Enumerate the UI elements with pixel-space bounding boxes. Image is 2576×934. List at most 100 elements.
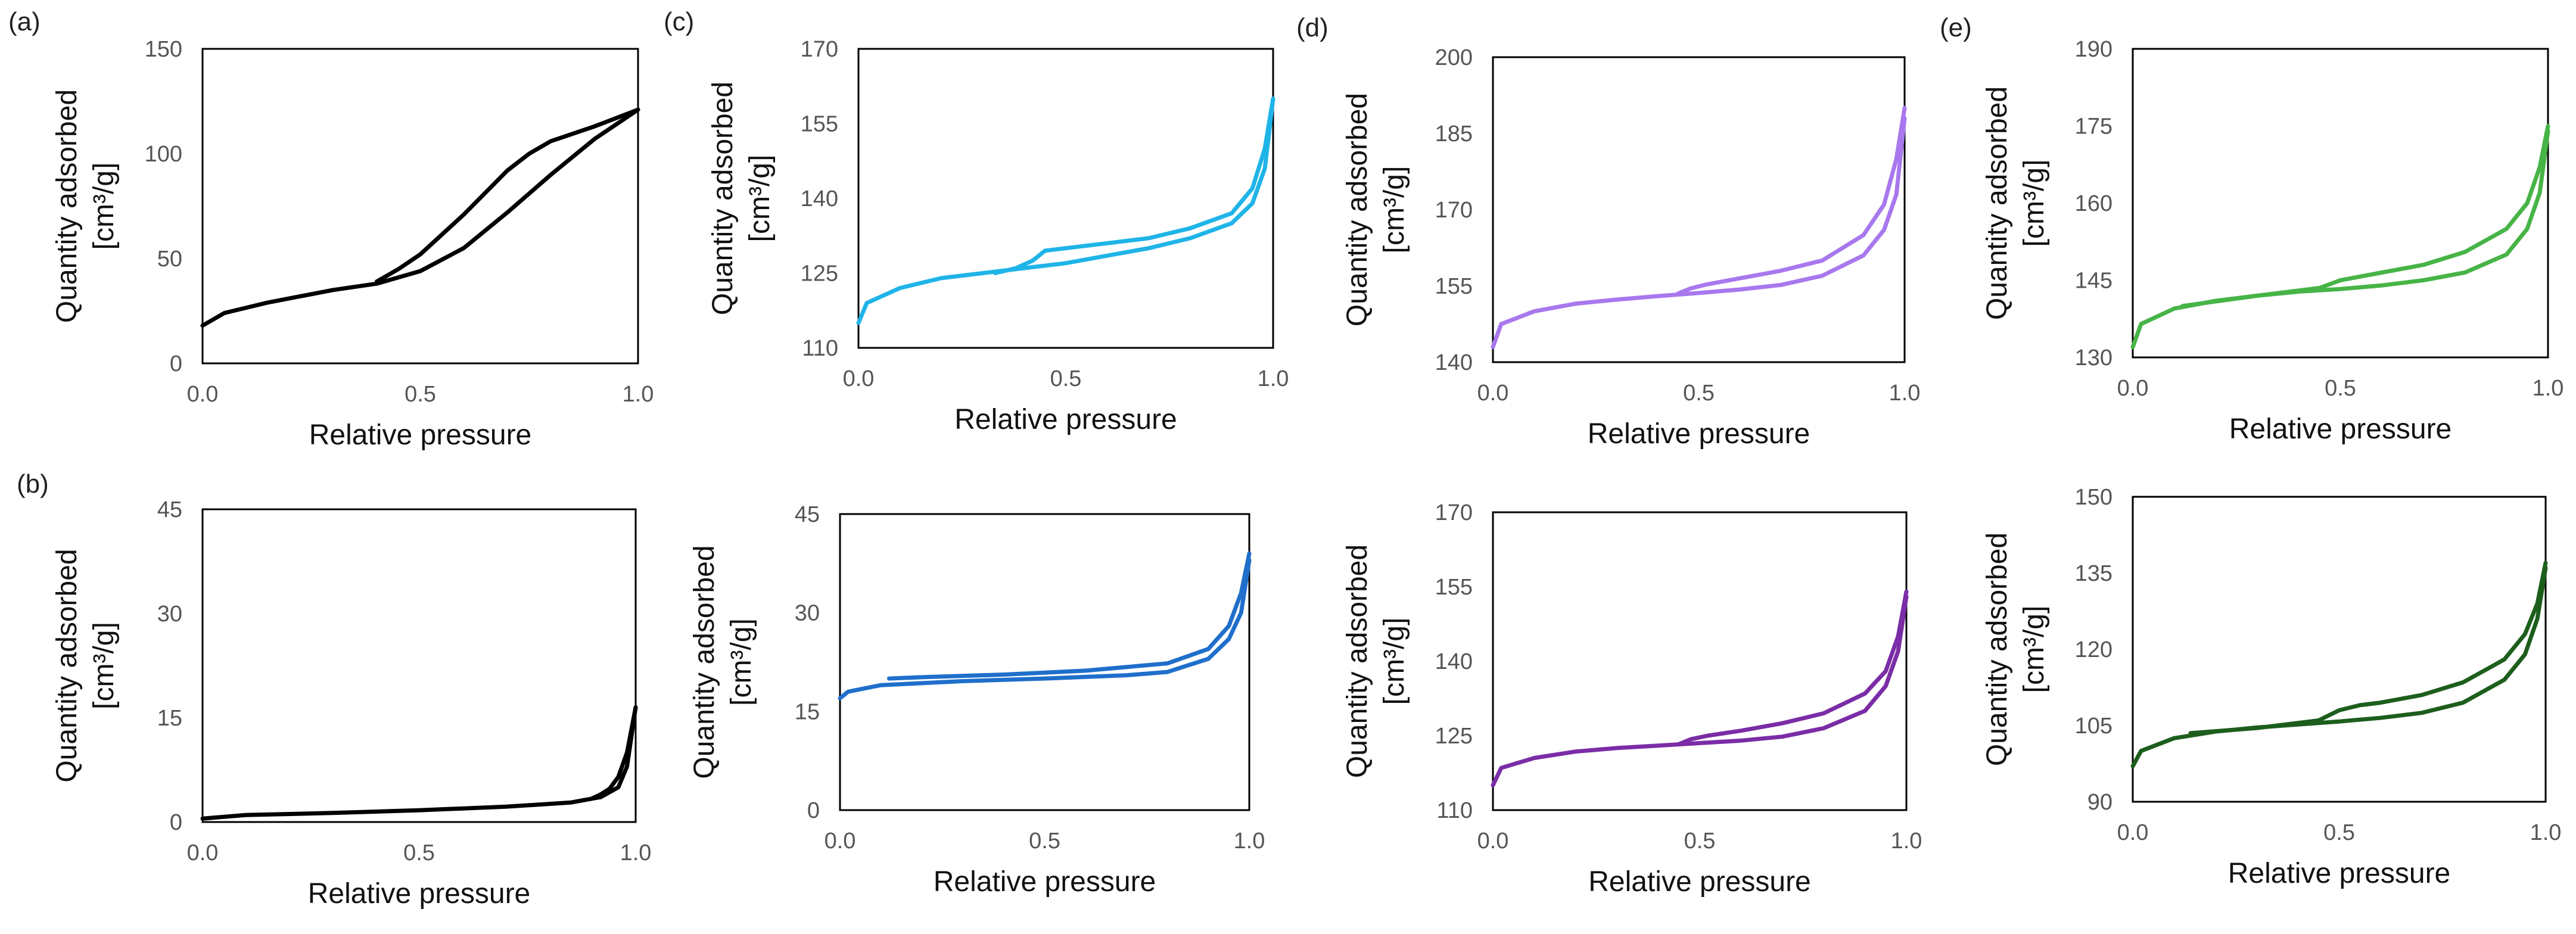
y-tick-label: 90 [2087, 790, 2113, 815]
y-tick-label: 155 [801, 112, 838, 137]
y-axis-unit: [cm³/g] [88, 163, 120, 250]
y-axis-title: Quantity adsorbed [1981, 86, 2013, 320]
y-tick-label: 140 [801, 186, 838, 211]
chart-a-1: 0 50 100 150 0.0 0.5 1.0 Relative pressure Quant… [51, 37, 654, 451]
y-axis-title: Quantity adsorbed [1342, 544, 1373, 778]
x-tick-label: 1.0 [1258, 366, 1289, 391]
y-tick-label: 185 [1435, 122, 1473, 147]
x-axis-title: Relative pressure [934, 866, 1156, 898]
y-axis-title: Quantity adsorbed [689, 545, 720, 779]
y-axis-unit: [cm³/g] [2018, 606, 2050, 693]
y-axis-unit: [cm³/g] [2018, 160, 2050, 247]
y-axis-title: Quantity adsorbed [1981, 533, 2013, 766]
series-line-adsorption [1491, 116, 1907, 349]
x-tick-label: 1.0 [2533, 376, 2564, 401]
x-tick-label: 0.0 [825, 829, 856, 854]
y-tick-label: 15 [795, 699, 820, 724]
y-axis-title: Quantity adsorbed [51, 549, 83, 782]
x-axis-title: Relative pressure [1588, 866, 1811, 898]
y-tick-label: 50 [157, 247, 182, 272]
x-tick-label: 0.5 [405, 382, 436, 407]
y-tick-label: 30 [795, 601, 820, 626]
series-line-desorption [2180, 124, 2550, 309]
y-tick-label: 45 [795, 502, 820, 527]
y-tick-label: 0 [170, 351, 182, 376]
chart-d-2: 110 125 140 155 170 0.0 0.5 1.0 Relative pressur… [1342, 500, 1922, 898]
chart-c-1: 110 125 140 155 170 0.0 0.5 1.0 Relative pressur… [707, 37, 1289, 435]
y-tick-label: 15 [157, 706, 182, 731]
x-axis-title: Relative pressure [2228, 858, 2451, 889]
panel-label-c: (c) [664, 7, 695, 36]
y-axis-title: Quantity adsorbed [707, 82, 739, 315]
y-tick-label: 170 [1435, 198, 1473, 223]
panel-label-b: (b) [17, 469, 49, 499]
x-tick-label: 0.5 [1050, 366, 1082, 391]
y-tick-label: 0 [807, 798, 820, 823]
x-tick-label: 0.0 [187, 840, 219, 865]
y-tick-label: 145 [2075, 269, 2113, 294]
series-line-adsorption [200, 705, 638, 821]
plot-frame [2132, 496, 2547, 803]
x-tick-label: 0.0 [1477, 381, 1509, 406]
x-tick-label: 0.0 [1477, 829, 1509, 854]
y-tick-label: 170 [801, 37, 838, 62]
x-tick-label: 0.0 [843, 366, 875, 391]
chart-b-2: 0 15 30 45 0.0 0.5 1.0 Relative pressure Quantit… [51, 497, 651, 910]
y-tick-label: 175 [2075, 114, 2113, 139]
y-tick-label: 155 [1435, 575, 1473, 600]
series-line-adsorption [1491, 594, 1909, 787]
x-tick-label: 0.5 [403, 840, 435, 865]
series-line-adsorption [838, 558, 1252, 700]
x-tick-label: 0.0 [2117, 820, 2149, 845]
y-axis-title: Quantity adsorbed [1342, 93, 1373, 326]
y-tick-label: 200 [1435, 45, 1473, 70]
y-tick-label: 140 [1435, 350, 1473, 375]
y-tick-label: 0 [170, 810, 182, 835]
y-axis-unit: [cm³/g] [88, 622, 120, 709]
y-axis-unit: [cm³/g] [744, 155, 776, 242]
series-line-desorption [374, 107, 640, 284]
series-line-desorption [993, 96, 1275, 275]
y-tick-label: 160 [2075, 191, 2113, 216]
plot-frame [857, 48, 1274, 349]
y-tick-label: 135 [2075, 561, 2113, 586]
x-axis-title: Relative pressure [2229, 413, 2452, 445]
series-line-desorption [1676, 589, 1909, 746]
y-tick-label: 150 [2075, 485, 2113, 510]
y-axis-unit: [cm³/g] [1379, 166, 1410, 254]
x-tick-label: 1.0 [1234, 829, 1265, 854]
plot-frame [1492, 511, 1908, 811]
y-axis-title: Quantity adsorbed [51, 89, 83, 323]
series-line-adsorption [2130, 566, 2548, 768]
y-tick-label: 190 [2075, 37, 2113, 62]
x-axis-title: Relative pressure [308, 878, 531, 910]
x-tick-label: 1.0 [1889, 381, 1921, 406]
x-tick-label: 0.5 [1029, 829, 1060, 854]
x-tick-label: 0.0 [2117, 376, 2149, 401]
y-tick-label: 45 [157, 497, 182, 522]
series-line-adsorption [200, 107, 640, 328]
y-tick-label: 120 [2075, 637, 2113, 662]
x-tick-label: 0.5 [1683, 381, 1715, 406]
chart-d-1: 140 155 170 185 200 0.0 0.5 1.0 Relative pressur… [1342, 45, 1920, 450]
panel-label-d: (d) [1296, 13, 1329, 42]
y-tick-label: 150 [145, 37, 182, 62]
x-tick-label: 0.5 [1684, 829, 1716, 854]
y-tick-label: 130 [2075, 345, 2113, 371]
y-tick-label: 30 [157, 602, 182, 627]
x-axis-title: Relative pressure [309, 419, 532, 451]
plot-frame [2132, 48, 2549, 359]
y-tick-label: 110 [802, 336, 838, 361]
x-axis-title: Relative pressure [954, 404, 1177, 435]
series-line-desorption [1676, 105, 1907, 296]
y-tick-label: 105 [2075, 714, 2113, 739]
y-tick-label: 110 [1436, 798, 1473, 823]
x-axis-title: Relative pressure [1588, 418, 1810, 450]
y-tick-label: 125 [1435, 724, 1473, 749]
y-tick-label: 125 [801, 261, 838, 287]
chart-e-2: 90 105 120 135 150 0.0 0.5 1.0 Relative pressure… [1981, 485, 2561, 889]
series-line-adsorption [856, 96, 1275, 325]
panel-label-a: (a) [8, 7, 41, 36]
